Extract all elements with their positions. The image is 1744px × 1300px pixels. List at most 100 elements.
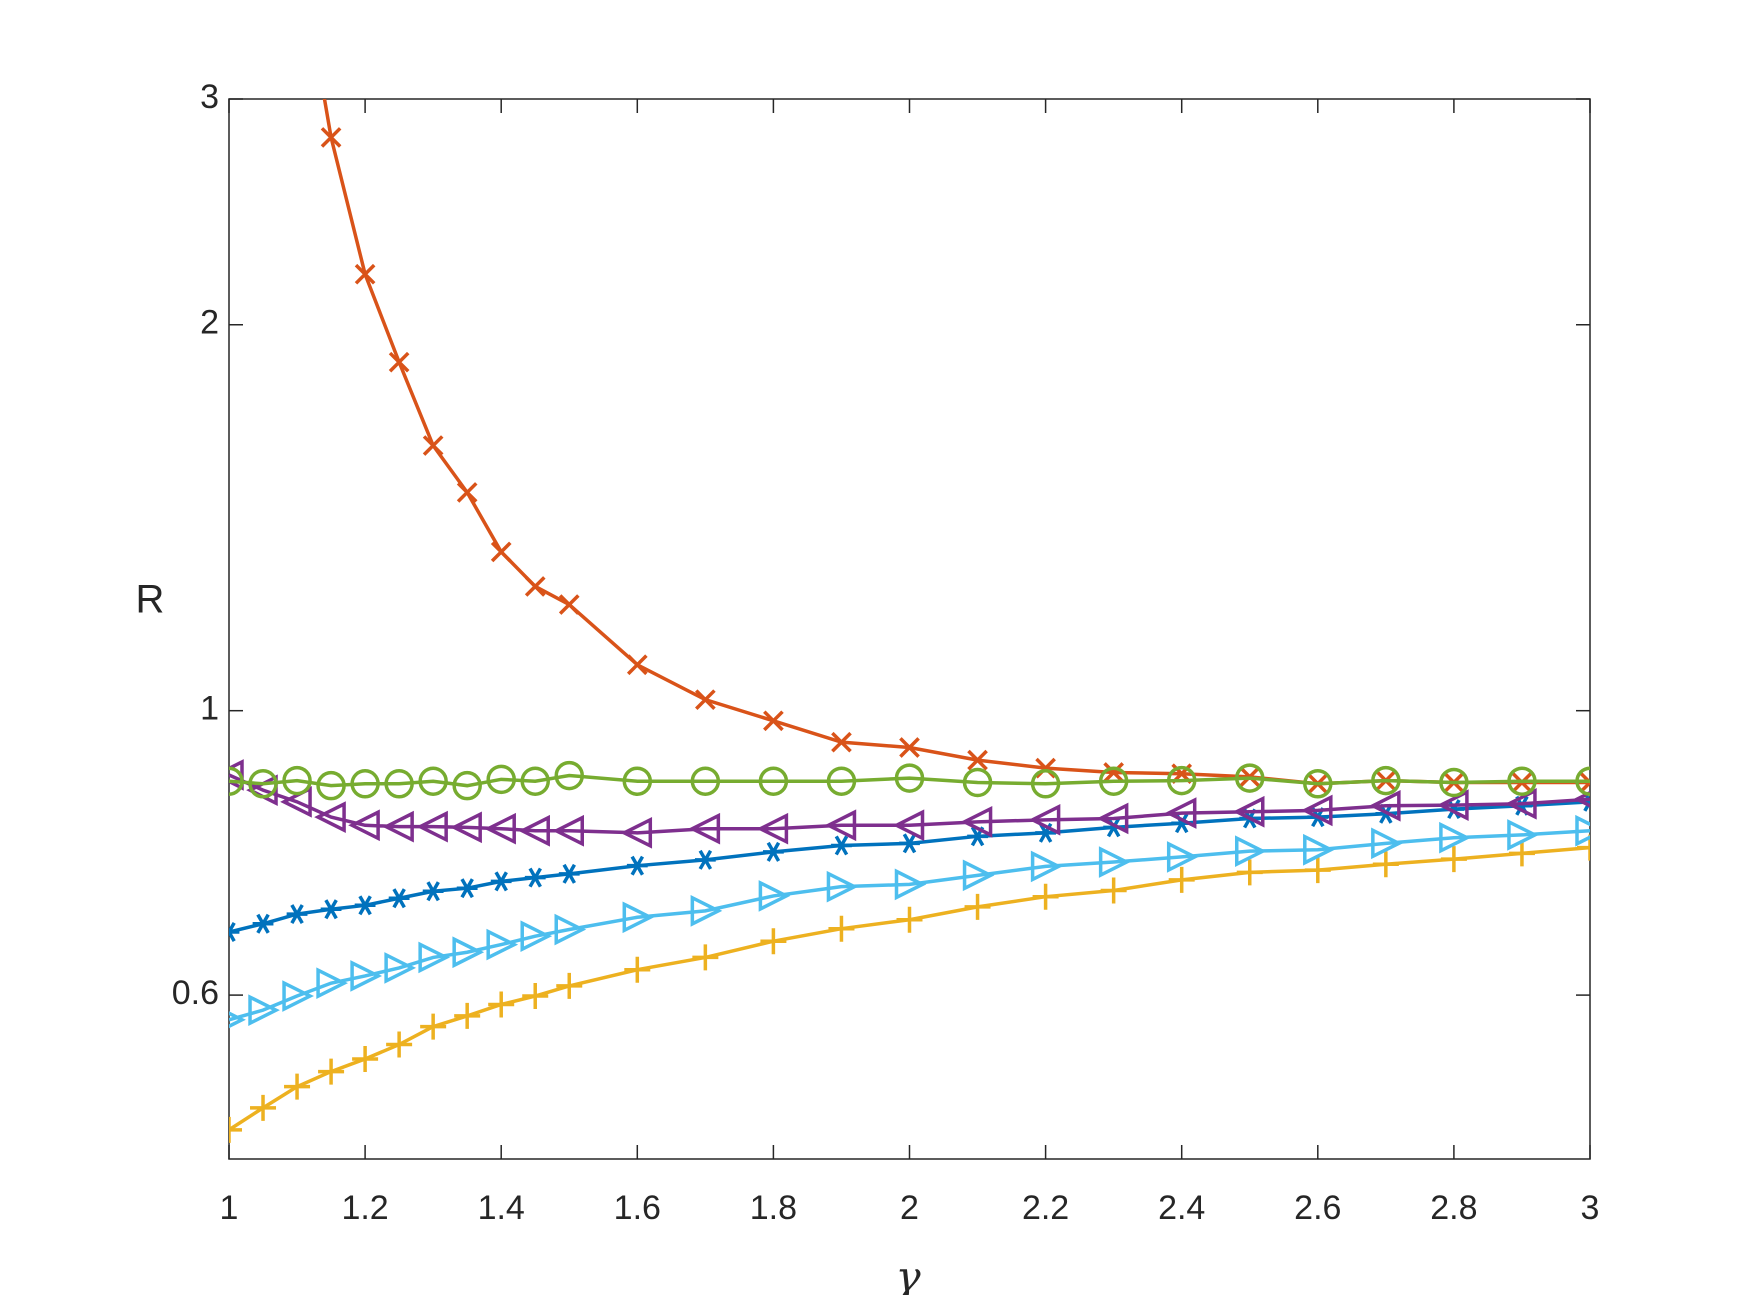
data-marker: [490, 541, 512, 563]
data-marker: [1439, 767, 1469, 798]
data-marker: [450, 811, 482, 844]
data-marker: [456, 878, 478, 899]
data-marker: [1303, 833, 1335, 866]
data-marker: [1028, 803, 1061, 836]
data-marker: [524, 867, 546, 888]
data-marker: [388, 351, 410, 373]
data-marker: [1507, 819, 1539, 851]
data-marker: [960, 806, 993, 838]
data-marker: [1577, 834, 1590, 861]
data-marker: [1166, 765, 1197, 796]
x-axis-label: γ: [895, 1252, 921, 1295]
data-marker: [556, 972, 583, 999]
data-marker: [758, 880, 791, 912]
data-marker: [894, 763, 925, 793]
x-tick-label: 1: [220, 1189, 239, 1227]
x-tick-label: 2: [900, 1189, 919, 1227]
data-marker: [418, 766, 448, 796]
data-marker: [320, 127, 342, 148]
data-marker: [558, 863, 580, 884]
y-axis-label: R: [136, 578, 165, 622]
data-marker: [490, 871, 512, 892]
data-marker: [1575, 766, 1590, 796]
data-marker: [286, 904, 308, 925]
data-marker: [384, 769, 414, 799]
data-marker: [229, 1116, 242, 1143]
data-marker: [1168, 866, 1195, 893]
data-marker: [1439, 821, 1471, 854]
data-marker: [899, 833, 920, 854]
data-marker: [962, 859, 995, 892]
data-marker: [1164, 797, 1197, 829]
x-tick-label: 1.8: [750, 1189, 797, 1227]
data-marker: [622, 766, 653, 796]
data-marker: [894, 868, 927, 901]
x-tick-label: 2.8: [1430, 1189, 1477, 1227]
data-marker: [1236, 859, 1263, 886]
data-marker: [758, 766, 789, 796]
data-marker: [486, 764, 516, 795]
data-marker: [558, 594, 580, 615]
data-marker: [316, 770, 346, 801]
data-marker: [350, 960, 383, 992]
x-tick-label: 1.2: [341, 1189, 388, 1227]
data-marker: [229, 766, 244, 796]
data-marker: [626, 654, 648, 676]
data-marker: [518, 814, 550, 847]
data-marker: [967, 749, 988, 771]
y-tick-label: 1: [200, 690, 219, 728]
data-marker: [828, 915, 855, 942]
data-marker: [962, 767, 993, 798]
x-tick-label: 1.6: [614, 1189, 661, 1227]
data-marker: [695, 689, 716, 710]
data-marker: [760, 928, 787, 955]
x-tick-label: 2.2: [1022, 1189, 1069, 1227]
data-marker: [1235, 835, 1267, 867]
data-marker: [1100, 877, 1127, 904]
y-tick-label: 3: [200, 78, 219, 116]
data-marker: [416, 810, 448, 843]
data-marker: [1575, 814, 1590, 847]
data-marker: [1579, 772, 1590, 793]
data-marker: [418, 941, 451, 974]
data-marker: [1096, 802, 1129, 835]
data-marker: [1232, 795, 1265, 828]
data-marker: [314, 801, 346, 833]
data-marker: [1166, 841, 1199, 873]
data-marker: [1508, 840, 1535, 867]
data-marker: [1303, 769, 1333, 799]
data-marker: [554, 760, 585, 791]
data-marker: [388, 888, 410, 909]
data-marker: [422, 881, 444, 902]
data-marker: [520, 766, 550, 796]
data-marker: [252, 913, 274, 934]
data-marker: [520, 920, 553, 952]
data-marker: [552, 814, 584, 847]
data-marker: [1098, 846, 1131, 878]
data-marker: [1032, 883, 1059, 910]
x-tick-label: 1.4: [478, 1189, 525, 1227]
data-marker: [1368, 789, 1401, 822]
data-marker: [282, 765, 312, 796]
data-marker: [964, 893, 991, 920]
data-marker: [1371, 827, 1403, 860]
data-marker: [354, 263, 376, 285]
data-marker: [250, 1094, 277, 1121]
data-marker: [354, 895, 376, 916]
data-marker: [1300, 794, 1333, 827]
data-marker: [1304, 857, 1331, 884]
data-marker: [896, 906, 923, 933]
data-marker: [690, 895, 723, 927]
data-marker: [1507, 766, 1537, 796]
data-marker: [1372, 851, 1399, 878]
data-marker: [624, 956, 651, 983]
data-marker: [486, 928, 519, 961]
x-tick-label: 2.6: [1294, 1189, 1341, 1227]
data-marker: [1103, 762, 1124, 783]
data-marker: [1436, 789, 1469, 821]
data-marker: [318, 1058, 345, 1085]
data-marker: [763, 841, 784, 862]
y-tick-label: 0.6: [172, 974, 219, 1012]
data-marker: [1234, 763, 1265, 793]
